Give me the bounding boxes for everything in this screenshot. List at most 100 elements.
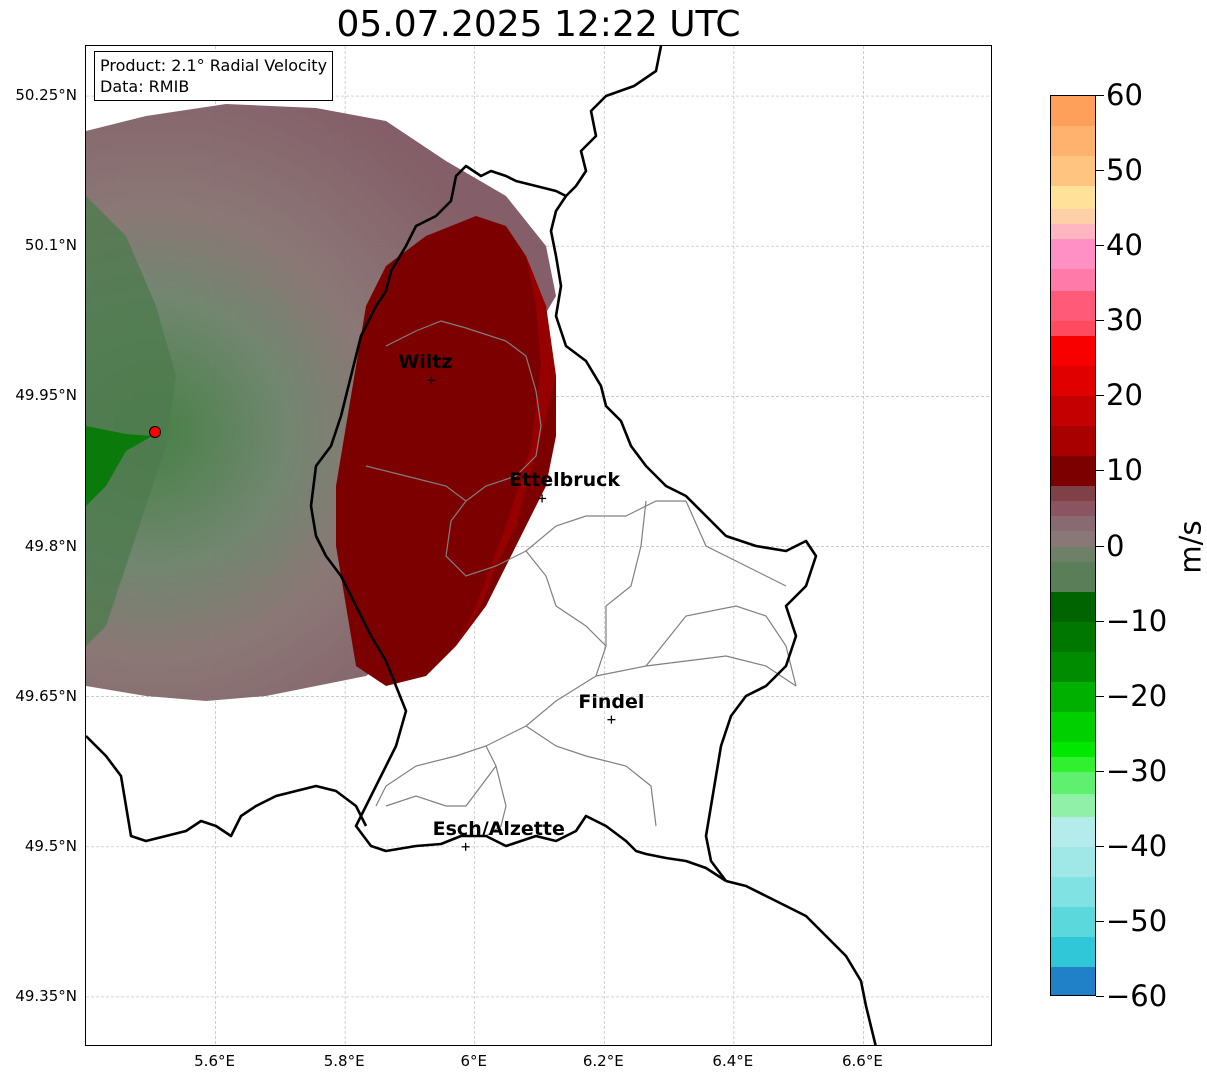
colorbar-segment bbox=[1051, 126, 1095, 157]
city-marker-icon bbox=[538, 494, 547, 503]
data-source-label: Data: RMIB bbox=[100, 77, 190, 96]
lat-tick-label: 49.65°N bbox=[15, 686, 77, 705]
colorbar-tick-label: 60 bbox=[1106, 78, 1143, 112]
colorbar-segment bbox=[1051, 156, 1095, 187]
lon-tick-label: 6.4°E bbox=[712, 1052, 754, 1070]
colorbar-segment bbox=[1051, 501, 1095, 517]
colorbar-tick-mark bbox=[1096, 320, 1104, 322]
colorbar-tick-mark bbox=[1096, 545, 1104, 547]
east-outbound-core bbox=[336, 216, 556, 686]
colorbar-tick-mark bbox=[1096, 695, 1104, 697]
colorbar-tick-label: −20 bbox=[1106, 678, 1168, 713]
colorbar-segment bbox=[1051, 366, 1095, 397]
colorbar-segment bbox=[1051, 186, 1095, 210]
colorbar-segment bbox=[1051, 396, 1095, 427]
city-label: Ettelbruck bbox=[509, 469, 621, 492]
city-markers bbox=[427, 376, 616, 851]
colorbar-segment bbox=[1051, 651, 1095, 683]
colorbar-segment bbox=[1051, 531, 1095, 547]
colorbar-tick-mark bbox=[1096, 996, 1104, 997]
country-borders bbox=[86, 46, 877, 1045]
colorbar-tick-mark bbox=[1096, 395, 1104, 397]
colorbar-tick-label: −60 bbox=[1106, 979, 1168, 1013]
product-label: Product: 2.1° Radial Velocity bbox=[100, 56, 328, 75]
colorbar-tick-label: 50 bbox=[1106, 153, 1143, 188]
city-marker-icon bbox=[461, 842, 470, 851]
map-title: 05.07.2025 12:22 UTC bbox=[336, 4, 741, 45]
city-marker-icon bbox=[427, 376, 436, 385]
colorbar-segment bbox=[1051, 711, 1095, 743]
lat-tick-label: 49.5°N bbox=[24, 836, 77, 855]
colorbar-segment bbox=[1051, 291, 1095, 322]
city-label: Wiltz bbox=[398, 351, 453, 374]
colorbar-segment bbox=[1051, 268, 1095, 292]
colorbar-tick-label: 30 bbox=[1106, 303, 1143, 338]
colorbar-tick-mark bbox=[1096, 920, 1104, 922]
colorbar-segment bbox=[1051, 426, 1095, 457]
west-inbound-strong bbox=[86, 426, 152, 506]
colorbar-segment bbox=[1051, 906, 1095, 938]
colorbar-segment bbox=[1051, 208, 1095, 225]
colorbar-segment bbox=[1051, 336, 1095, 367]
colorbar-tick-mark bbox=[1096, 245, 1104, 247]
colorbar-tick-mark bbox=[1096, 770, 1104, 772]
colorbar-segment bbox=[1051, 223, 1095, 240]
velocity-echo-field bbox=[86, 104, 556, 701]
lat-tick-label: 49.35°N bbox=[15, 986, 77, 1005]
colorbar-segment bbox=[1051, 816, 1095, 848]
colorbar-segment bbox=[1051, 846, 1095, 878]
colorbar-tick-label: −50 bbox=[1106, 903, 1168, 938]
colorbar-segment bbox=[1051, 546, 1095, 563]
city-label: Esch/Alzette bbox=[432, 817, 565, 840]
lat-tick-label: 50.25°N bbox=[15, 86, 77, 105]
colorbar-tick-label: −10 bbox=[1106, 603, 1168, 638]
border-fr-de bbox=[725, 879, 877, 1045]
colorbar-segment bbox=[1051, 456, 1095, 487]
lat-tick-label: 49.95°N bbox=[15, 386, 77, 405]
colorbar-tick-label: 0 bbox=[1106, 528, 1125, 563]
border-be-fr-west bbox=[86, 735, 368, 843]
canton-boundaries bbox=[365, 320, 797, 837]
colorbar-segment bbox=[1051, 486, 1095, 502]
lon-tick-label: 6.2°E bbox=[582, 1052, 624, 1070]
city-label: Findel bbox=[578, 690, 645, 713]
colorbar-tick-label: −40 bbox=[1106, 828, 1168, 863]
colorbar-tick-label: 40 bbox=[1106, 228, 1143, 263]
colorbar-segment bbox=[1051, 876, 1095, 908]
colorbar-segment bbox=[1051, 741, 1095, 758]
colorbar-unit-label: m/s bbox=[1173, 520, 1207, 574]
colorbar-tick-mark bbox=[1096, 470, 1104, 472]
east-outbound-fringe bbox=[456, 256, 556, 646]
city-marker-icon bbox=[607, 715, 616, 724]
colorbar-tick-mark bbox=[1096, 620, 1104, 622]
velocity-colorbar bbox=[1050, 95, 1096, 996]
colorbar-segment bbox=[1051, 621, 1095, 653]
lat-tick-label: 49.8°N bbox=[24, 536, 77, 555]
lat-tick-label: 50.1°N bbox=[24, 236, 77, 255]
lon-tick-label: 5.6°E bbox=[194, 1052, 235, 1070]
colorbar-segment bbox=[1051, 771, 1095, 795]
lon-tick-label: 5.8°E bbox=[323, 1052, 365, 1070]
product-info-box: Product: 2.1° Radial Velocity Data: RMIB bbox=[94, 51, 334, 101]
colorbar-tick-label: −30 bbox=[1106, 753, 1168, 788]
colorbar-tick-mark bbox=[1096, 845, 1104, 847]
colorbar-segment bbox=[1051, 936, 1095, 968]
colorbar-segment bbox=[1051, 794, 1095, 818]
colorbar-segment bbox=[1051, 681, 1095, 713]
border-lux-de bbox=[549, 195, 818, 882]
lon-tick-label: 6°E bbox=[460, 1052, 487, 1070]
colorbar-segment bbox=[1051, 561, 1095, 593]
colorbar-segment bbox=[1051, 966, 1095, 995]
colorbar-segment bbox=[1051, 238, 1095, 270]
colorbar-tick-label: 10 bbox=[1106, 453, 1143, 488]
colorbar-segment bbox=[1051, 516, 1095, 532]
radar-map[interactable] bbox=[85, 45, 992, 1046]
lon-tick-label: 6.6°E bbox=[842, 1052, 883, 1070]
west-green-core bbox=[86, 196, 176, 646]
colorbar-segment bbox=[1051, 321, 1095, 337]
radar-map-canvas bbox=[86, 46, 991, 1045]
colorbar-tick-mark bbox=[1096, 170, 1104, 172]
colorbar-tick-label: 20 bbox=[1106, 378, 1143, 413]
colorbar-segment bbox=[1051, 96, 1095, 127]
colorbar-segment bbox=[1051, 756, 1095, 773]
